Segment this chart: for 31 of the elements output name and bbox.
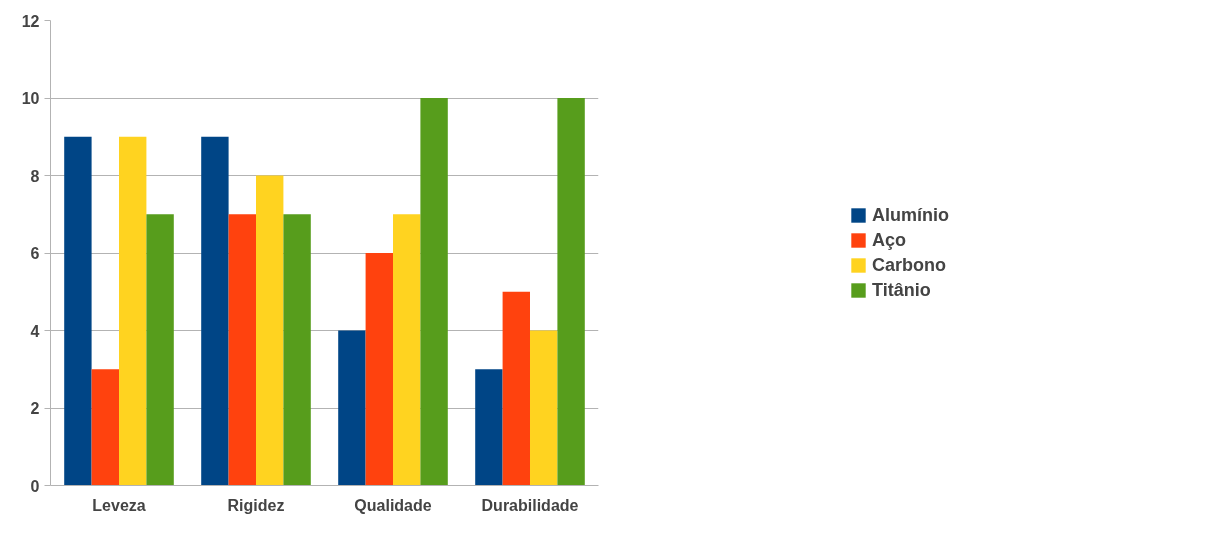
bar [201, 136, 229, 486]
bar [365, 253, 393, 486]
legend-label: Alumínio [872, 204, 949, 226]
bar [119, 136, 147, 486]
bar [475, 369, 503, 486]
bar [283, 214, 311, 486]
x-tick-label: Durabilidade [481, 496, 579, 514]
bar [91, 369, 119, 486]
bar [228, 214, 256, 486]
legend-label: Titânio [872, 279, 931, 301]
y-tick-label: 6 [30, 245, 40, 262]
legend-label: Carbono [872, 254, 946, 276]
legend-label: Aço [872, 229, 907, 251]
bar [502, 291, 530, 486]
bar [530, 330, 558, 486]
bar [146, 214, 174, 486]
y-tick-label: 2 [30, 400, 40, 417]
bar [393, 214, 421, 486]
bar [557, 98, 585, 486]
bar [64, 136, 92, 486]
x-tick-label: Leveza [92, 496, 146, 514]
y-tick-label: 8 [30, 167, 40, 185]
y-tick-label: 4 [30, 322, 40, 340]
y-tick-label: 0 [30, 477, 40, 495]
x-tick-label: Qualidade [354, 496, 432, 514]
y-tick-label: 10 [21, 90, 40, 107]
bar [420, 98, 448, 486]
y-tick-label: 12 [21, 12, 40, 30]
bar [338, 330, 366, 486]
bar [256, 175, 284, 486]
x-tick-label: Rigidez [227, 496, 285, 514]
